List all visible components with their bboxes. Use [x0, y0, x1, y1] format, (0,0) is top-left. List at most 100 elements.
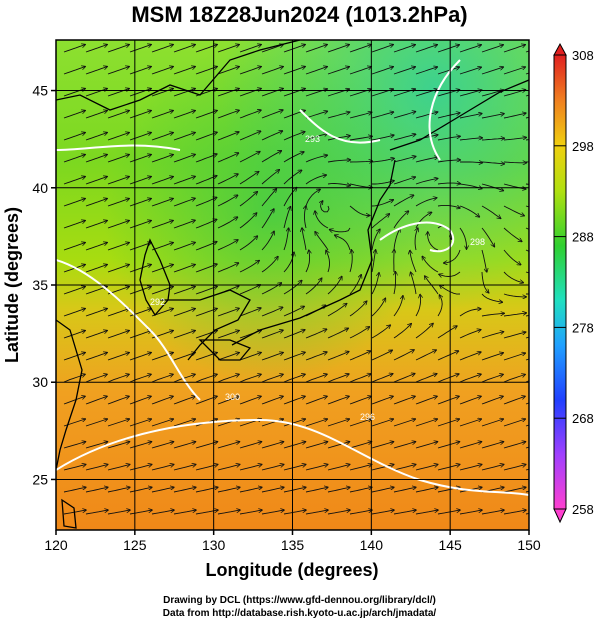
streamline: [327, 374, 349, 383]
streamline: [239, 213, 257, 229]
streamline: [415, 228, 418, 251]
streamline: [129, 133, 151, 141]
x-axis-label: Longitude (degrees): [205, 560, 378, 580]
streamline: [371, 67, 393, 75]
streamline: [173, 176, 195, 185]
streamline: [327, 45, 349, 53]
streamline: [173, 331, 195, 339]
streamline: [239, 442, 262, 449]
streamline: [415, 295, 421, 317]
colorbar-label: 268: [572, 411, 594, 426]
streamline: [410, 251, 417, 273]
streamline: [503, 183, 526, 189]
streamline: [85, 331, 107, 339]
streamline: [239, 110, 261, 119]
streamline: [349, 396, 371, 405]
streamline: [393, 229, 400, 251]
streamline: [393, 442, 416, 449]
streamline: [481, 353, 503, 361]
streamline: [283, 281, 302, 295]
streamline: [349, 465, 372, 471]
streamline: [393, 465, 416, 471]
streamline: [239, 374, 261, 383]
streamline: [85, 199, 107, 207]
streamline: [393, 296, 403, 317]
streamline: [393, 419, 415, 427]
streamline: [283, 442, 306, 449]
streamline: [393, 67, 415, 75]
x-tick-label: 150: [517, 537, 541, 553]
streamline: [129, 221, 151, 229]
streamline: [437, 419, 459, 427]
streamline: [85, 45, 107, 53]
streamline: [305, 134, 328, 141]
streamline: [283, 330, 305, 339]
streamline: [261, 307, 283, 317]
streamline: [239, 396, 261, 405]
streamline: [217, 217, 238, 229]
streamline: [415, 419, 437, 427]
streamline: [371, 158, 394, 163]
streamline: [85, 265, 107, 273]
streamline: [305, 67, 327, 75]
streamline: [437, 295, 442, 317]
streamline: [503, 137, 526, 141]
colorbar: 308 298 288 278 268 258: [553, 42, 594, 524]
streamline: [371, 229, 380, 251]
streamline: [305, 189, 320, 207]
streamline: [305, 175, 326, 185]
streamline: [371, 325, 390, 339]
streamline: [481, 293, 502, 302]
streamline: [349, 67, 371, 75]
streamline: [415, 112, 438, 119]
streamline: [481, 162, 504, 164]
streamline: [327, 136, 350, 141]
streamline: [481, 183, 503, 191]
streamline: [85, 111, 107, 119]
streamline: [63, 309, 85, 317]
streamline: [393, 324, 411, 339]
streamline: [239, 67, 261, 75]
streamline: [437, 67, 459, 75]
streamline: [327, 396, 349, 405]
streamline: [261, 374, 283, 383]
streamline: [459, 227, 467, 249]
streamline: [261, 45, 283, 53]
streamline: [151, 89, 173, 97]
streamline: [107, 45, 129, 53]
streamline: [327, 465, 350, 471]
streamline: [327, 442, 350, 449]
contour-label: 300: [225, 392, 240, 402]
streamline: [349, 374, 371, 383]
streamline: [481, 419, 503, 427]
streamline: [349, 45, 371, 53]
streamline: [503, 419, 525, 427]
streamline: [173, 510, 196, 515]
streamline: [503, 487, 526, 493]
streamline: [239, 152, 260, 163]
streamline: [393, 45, 415, 53]
streamline: [327, 510, 350, 515]
streamline: [422, 257, 439, 273]
streamline: [173, 67, 195, 75]
streamline: [261, 67, 283, 75]
streamline: [349, 419, 371, 427]
streamline: [481, 374, 503, 383]
streamline: [415, 510, 438, 515]
streamline: [129, 111, 151, 119]
streamline: [173, 419, 195, 427]
streamline: [349, 487, 372, 493]
streamline: [459, 396, 481, 405]
streamline: [393, 156, 416, 163]
y-axis-label: Latitude (degrees): [2, 207, 22, 363]
streamline: [349, 112, 372, 119]
streamline: [371, 200, 393, 207]
streamline: [217, 174, 238, 185]
streamline: [503, 67, 525, 75]
streamline: [173, 133, 195, 141]
streamline: [459, 330, 481, 339]
streamline: [261, 487, 284, 493]
streamline: [261, 465, 284, 471]
streamline: [85, 155, 107, 163]
streamline: [349, 183, 372, 187]
